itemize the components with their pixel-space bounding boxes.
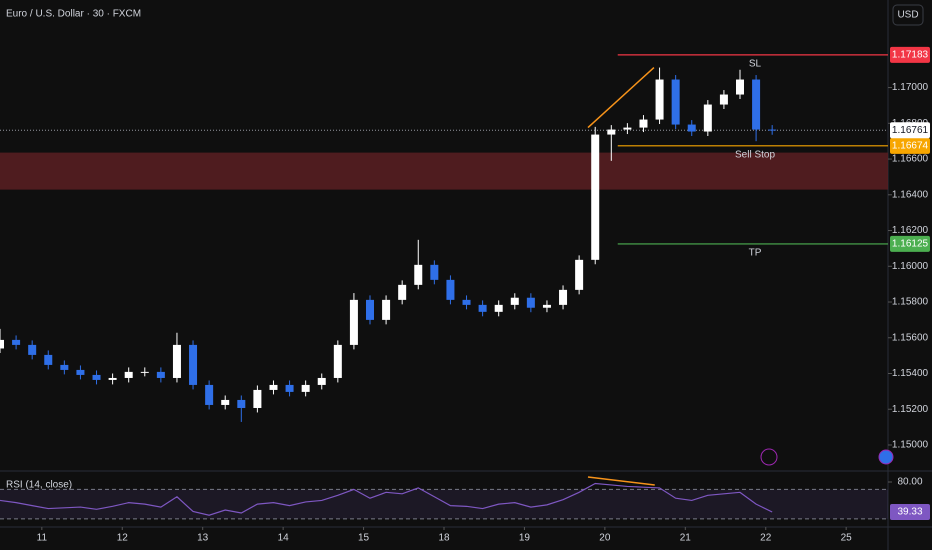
candle-body [575, 259, 584, 290]
candle-body [205, 384, 214, 405]
price-tag-label: 1.17183 [892, 50, 929, 61]
price-tag [890, 46, 930, 63]
candle-body [446, 279, 455, 300]
candle-body [221, 399, 230, 405]
candle-body [526, 297, 535, 308]
price-tag-label: 1.16674 [892, 140, 929, 151]
candle-body [269, 384, 278, 390]
candle-body [671, 79, 680, 125]
x-tick-label: 25 [841, 533, 853, 544]
current-price-tag [890, 122, 930, 139]
y-tick-label: 1.15200 [892, 404, 929, 415]
candle-body [703, 104, 712, 132]
current-price-label: 1.16761 [892, 125, 929, 136]
candle-body [768, 129, 777, 131]
rsi-line [0, 482, 773, 516]
event-icon[interactable] [878, 449, 894, 465]
candle-body [28, 344, 37, 355]
candle-body [430, 264, 439, 280]
candle-body [382, 299, 391, 320]
x-tick-label: 19 [519, 533, 531, 544]
event-icon[interactable] [760, 448, 778, 466]
level-label: TP [749, 248, 762, 259]
y-tick-label: 1.16000 [892, 261, 929, 272]
price-tag [890, 137, 930, 154]
x-tick-label: 13 [197, 533, 209, 544]
candle-body [542, 304, 551, 308]
candle-body [333, 344, 342, 378]
candle-body [494, 304, 503, 312]
candle-body [655, 79, 664, 120]
rsi-value-tag [890, 503, 930, 520]
y-tick-label: 1.15400 [892, 368, 929, 379]
currency-button[interactable] [892, 4, 924, 26]
candle-body [752, 79, 761, 130]
y-tick-label: 1.16400 [892, 189, 929, 200]
x-tick-label: 15 [358, 533, 370, 544]
candle-body [92, 374, 101, 380]
level-label: Sell Stop [735, 149, 775, 160]
candle-body [301, 384, 310, 392]
candle-body [253, 389, 262, 408]
candle-body [140, 371, 149, 373]
candle-body [0, 339, 4, 349]
candle-body [156, 371, 165, 378]
price-tag [890, 235, 930, 252]
y-tick-label: 1.16600 [892, 154, 929, 165]
candle-body [478, 304, 487, 312]
candle-body [285, 384, 294, 392]
candle-body [317, 377, 326, 385]
y-tick-label: 80.00 [897, 477, 922, 488]
candle-body [237, 399, 246, 408]
candle-body [414, 264, 423, 285]
price-tag-label: 1.16125 [892, 239, 929, 250]
candle-body [462, 299, 471, 305]
candle-body [12, 339, 21, 345]
chart-title: Euro / U.S. Dollar · 30 · FXCM [6, 9, 141, 20]
candle-body [736, 79, 744, 95]
y-tick-label: 1.15600 [892, 332, 929, 343]
candle-body [108, 377, 117, 380]
candle-body [591, 134, 600, 260]
x-tick-label: 21 [680, 533, 692, 544]
y-tick-label: 1.15800 [892, 297, 929, 308]
x-tick-label: 14 [278, 533, 290, 544]
y-tick-label: 1.15000 [892, 440, 929, 451]
candle-body [349, 299, 358, 345]
y-tick-label: 1.17000 [892, 82, 929, 93]
candle-body [172, 344, 181, 378]
rsi-band [0, 489, 888, 519]
rsi-title: RSI (14, close) [6, 480, 72, 491]
trendline [587, 66, 655, 129]
x-tick-label: 20 [599, 533, 611, 544]
zone [0, 152, 888, 190]
candle-body [398, 284, 407, 300]
x-tick-label: 22 [760, 533, 772, 544]
rsi-value-label: 39.33 [897, 507, 922, 518]
x-tick-label: 12 [117, 533, 129, 544]
currency-label: USD [897, 10, 918, 21]
trendline [587, 476, 655, 486]
x-tick-label: 18 [438, 533, 450, 544]
candle-body [189, 344, 198, 385]
level-label: SL [749, 59, 762, 70]
candle-body [76, 369, 85, 375]
candle-body [366, 299, 374, 320]
y-tick-label: 1.16200 [892, 225, 929, 236]
candle-body [124, 371, 133, 378]
candle-body [687, 124, 696, 132]
x-tick-label: 11 [37, 533, 48, 544]
candle-body [510, 297, 519, 305]
candle-body [559, 289, 568, 305]
candle-body [719, 94, 728, 105]
candle-body [60, 364, 69, 370]
candle-body [623, 127, 632, 130]
candle-body [44, 354, 53, 365]
candle-body [639, 119, 648, 128]
candle-body [607, 129, 616, 135]
